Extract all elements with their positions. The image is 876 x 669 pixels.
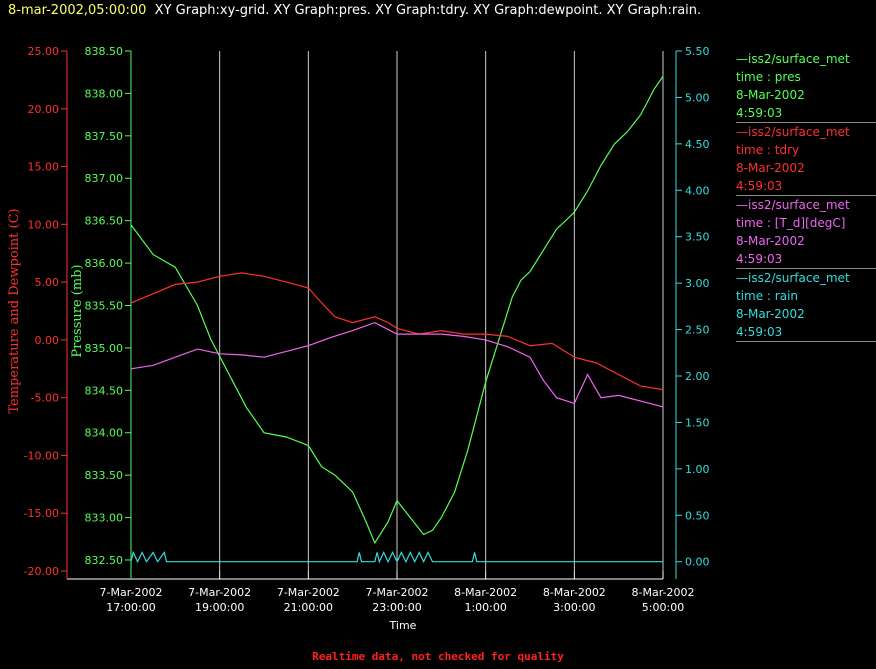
graph-list: XY Graph:xy-grid. XY Graph:pres. XY Grap…	[154, 3, 702, 18]
rain-tick-label: 3.00	[685, 277, 710, 290]
pres-tick-label: 833.00	[85, 512, 124, 525]
x-tick-label: 8-Mar-2002	[543, 586, 606, 599]
temp-tick-label: 15.00	[28, 161, 60, 174]
legend-field: time : tdry	[736, 143, 800, 157]
pres-tick-label: 836.00	[85, 257, 124, 270]
legend-source: —iss2/surface_met	[736, 198, 850, 212]
legend-time: 4:59:03	[736, 179, 783, 193]
x-tick-label: 1:00:00	[464, 601, 506, 614]
timestamp: 8-mar-2002,05:00:00	[8, 3, 147, 18]
grid-lines	[130, 51, 664, 571]
pres-tick-label: 834.50	[85, 384, 124, 397]
pres-axis-label: Pressure (mb)	[70, 264, 85, 357]
rain-tick-label: 1.50	[685, 416, 710, 429]
dewpoint-series-line	[130, 321, 664, 408]
temp-tick-label: -15.00	[24, 507, 59, 520]
rain-tick-label: 5.50	[685, 45, 710, 58]
chart-title: 8-mar-2002,05:00:00 XY Graph:xy-grid. XY…	[8, 3, 701, 18]
legend-date: 8-Mar-2002	[736, 88, 805, 102]
x-tick-label: 17:00:00	[106, 601, 155, 614]
pres-tick-label: 836.50	[85, 215, 124, 228]
temp-tick-label: 5.00	[35, 276, 60, 289]
pres-tick-label: 838.00	[85, 87, 124, 100]
rain-tick-label: 2.50	[685, 324, 710, 337]
x-axis-label: Time	[389, 619, 417, 632]
pres-tick-label: 837.00	[85, 172, 124, 185]
temp-tick-label: 20.00	[28, 103, 60, 116]
temp-tick-label: -5.00	[31, 392, 59, 405]
x-tick-label: 23:00:00	[372, 601, 421, 614]
x-tick-label: 7-Mar-2002	[277, 586, 340, 599]
rain-tick-label: 4.00	[685, 184, 710, 197]
pres-tick-label: 832.50	[85, 554, 124, 567]
legend: —iss2/surface_met time : pres 8-Mar-2002 4:…	[736, 50, 876, 342]
rain-series-line	[130, 550, 663, 564]
temp-tick-label: 25.00	[28, 45, 60, 58]
x-tick-label: 7-Mar-2002	[100, 586, 163, 599]
legend-source: —iss2/surface_met	[736, 271, 850, 285]
legend-field: time : rain	[736, 289, 799, 303]
legend-source: —iss2/surface_met	[736, 52, 850, 66]
x-tick-label: 7-Mar-2002	[366, 586, 429, 599]
legend-time: 4:59:03	[736, 325, 783, 339]
tdry-series-line	[130, 272, 664, 391]
legend-date: 8-Mar-2002	[736, 307, 805, 321]
legend-field: time : [T_d][degC]	[736, 216, 846, 230]
pres-series-line	[130, 76, 664, 545]
rain-tick-label: 4.50	[685, 138, 710, 151]
temp-tick-label: 0.00	[35, 334, 60, 347]
pres-tick-label: 834.00	[85, 427, 124, 440]
x-tick-label: 21:00:00	[284, 601, 333, 614]
rain-tick-label: 2.00	[685, 370, 710, 383]
rain-tick-label: 0.50	[685, 509, 710, 522]
legend-date: 8-Mar-2002	[736, 161, 805, 175]
x-tick-label: 3:00:00	[553, 601, 595, 614]
temp-tick-label: 10.00	[28, 218, 60, 231]
legend-time: 4:59:03	[736, 252, 783, 266]
quality-note: Realtime data, not checked for quality	[312, 650, 564, 663]
rain-tick-label: 1.00	[685, 463, 710, 476]
x-tick-label: 8-Mar-2002	[632, 586, 695, 599]
legend-source: —iss2/surface_met	[736, 125, 850, 139]
pres-tick-label: 837.50	[85, 130, 124, 143]
x-tick-label: 5:00:00	[642, 601, 684, 614]
pres-tick-label: 833.50	[85, 469, 124, 482]
rain-tick-label: 5.00	[685, 91, 710, 104]
temp-tick-label: -20.00	[24, 565, 59, 578]
x-tick-label: 8-Mar-2002	[454, 586, 517, 599]
rain-tick-label: 0.00	[685, 556, 710, 569]
rain-tick-label: 3.50	[685, 231, 710, 244]
pres-tick-label: 838.50	[85, 45, 124, 58]
temp-axis-label: Temperature and Dewpoint (C)	[7, 208, 22, 413]
legend-time: 4:59:03	[736, 106, 783, 120]
pres-tick-label: 835.00	[85, 342, 124, 355]
pres-tick-label: 835.50	[85, 299, 124, 312]
x-tick-label: 19:00:00	[195, 601, 244, 614]
axes: 7-Mar-2002 17:00:00 7-Mar-2002 19:00:00 7-Ma…	[7, 45, 710, 632]
temp-tick-label: -10.00	[24, 449, 59, 462]
legend-field: time : pres	[736, 70, 801, 84]
x-tick-label: 7-Mar-2002	[188, 586, 251, 599]
series	[130, 76, 664, 564]
legend-date: 8-Mar-2002	[736, 234, 805, 248]
